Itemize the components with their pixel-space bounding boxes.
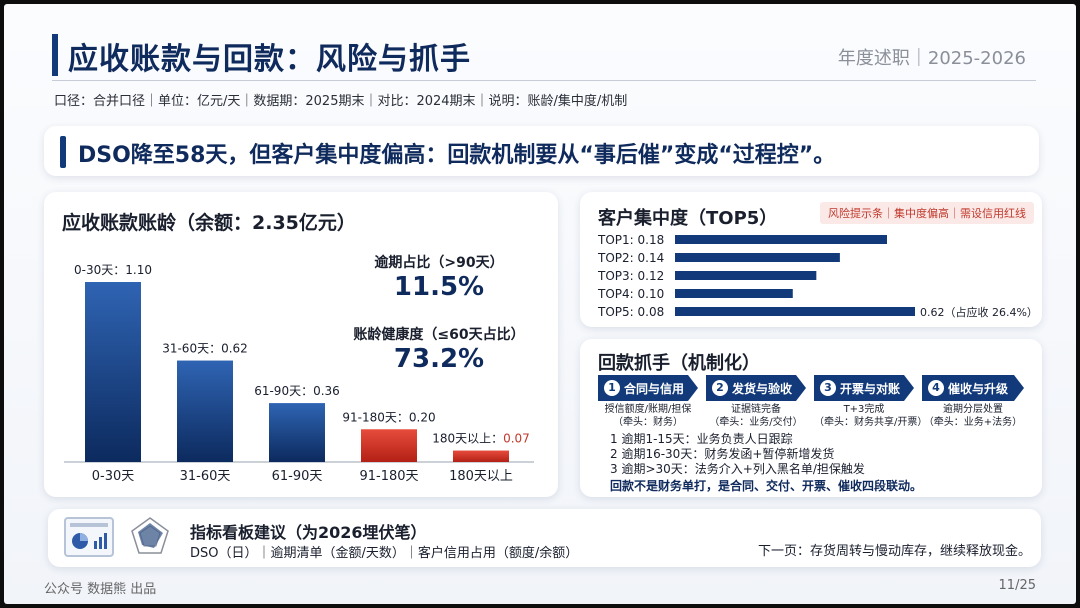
aging-bar	[85, 282, 141, 462]
step-detail: T+3完成 （牵头：财务共享/开票）	[814, 403, 928, 429]
bar-data-label: 31-60天：0.62	[162, 342, 248, 356]
step-owner: （牵头：业务/交付）	[709, 417, 803, 428]
category-tick-label: 61-90天	[272, 469, 323, 484]
radar-icon	[131, 517, 169, 554]
aging-bar	[177, 360, 233, 462]
step-detail-line: 授信额度/账期/担保	[604, 404, 692, 415]
category-tick-label: 91-180天	[359, 469, 418, 484]
concentration-bar-chart: TOP1: 0.18 TOP2: 0.14 TOP3: 0.12 TOP4: 0.10…	[597, 233, 1038, 319]
step-owner: （牵头：财务）	[613, 417, 683, 428]
kpi-overdue-label: 逾期占比（>90天）	[374, 255, 504, 271]
headline-text: DSO降至58天，但客户集中度偏高：回款机制要从“事后催”变成“过程控”。	[78, 143, 836, 168]
kpi-overdue-value: 11.5%	[393, 272, 485, 302]
dashboard-icon	[64, 517, 114, 557]
step-number: 4	[928, 380, 944, 396]
page-title: 应收账款与回款：风险与抓手	[68, 42, 471, 77]
category-tick-label: 180天以上	[449, 469, 513, 484]
total-note: 0.62（占应收 26.4%）	[920, 305, 1038, 319]
step-label: 发货与验收	[732, 382, 793, 396]
kpi-health-value: 73.2%	[393, 344, 485, 374]
headline-card: DSO降至58天，但客户集中度偏高：回款机制要从“事后催”变成“过程控”。	[44, 126, 1039, 176]
step-detail-line: 证据链完备	[731, 404, 781, 415]
top-tick-label: TOP4: 0.10	[597, 287, 664, 301]
escalation-rule: 3 逾期>30天：法务介入+列入黑名单/担保触发	[610, 462, 865, 476]
step-detail: 逾期分层处置 （牵头：业务+法务）	[922, 403, 1024, 429]
category-tick-label: 0-30天	[92, 469, 135, 484]
step-delivery: 2 发货与验收	[706, 375, 806, 401]
dashboard-items: DSO（日）｜逾期清单（金额/天数）｜客户信用占用（额度/余额）	[190, 546, 579, 561]
aging-card: 0-30天：1.10 0-30天 31-60天：0.62 31-60天 61-90天：0…	[44, 192, 558, 497]
footer-credit: 公众号 数据熊 出品	[44, 582, 157, 597]
next-page-note: 下一页：存货周转与慢动库存，继续释放现金。	[757, 544, 1031, 559]
step-detail-line: 逾期分层处置	[943, 404, 1003, 415]
slide: 应收账款与回款：风险与抓手 年度述职｜2025-2026 口径：合并口径｜单位：…	[4, 4, 1076, 604]
mechanism-card: 回款抓手（机制化） 1 合同与信用 2 发货与验收 3 开票与对账 4 催收与升…	[580, 339, 1042, 497]
report-tag: 年度述职｜2025-2026	[837, 48, 1026, 69]
step-number: 1	[604, 380, 620, 396]
step-label: 开票与对账	[840, 382, 901, 396]
title-accent-bar	[52, 34, 58, 76]
concentration-bar	[675, 289, 793, 298]
caliber-note: 口径：合并口径｜单位：亿元/天｜数据期：2025期末｜对比：2024期末｜说明：…	[54, 94, 628, 109]
bar-data-label: 180天以上：0.07	[432, 432, 530, 446]
aging-bar	[361, 429, 417, 462]
concentration-card: TOP1: 0.18 TOP2: 0.14 TOP3: 0.12 TOP4: 0.10…	[580, 192, 1042, 327]
aging-title: 应收账款账龄（余额：2.35亿元）	[62, 212, 356, 234]
step-detail-line: T+3完成	[843, 404, 885, 415]
aging-bar-chart: 0-30天：1.10 0-30天 31-60天：0.62 31-60天 61-90天：0…	[64, 263, 534, 484]
concentration-bar	[675, 235, 887, 244]
dashboard-card: 指标看板建议（为2026埋伏笔） DSO（日）｜逾期清单（金额/天数）｜客户信用…	[48, 509, 1041, 567]
step-owner: （牵头：业务+法务）	[923, 417, 1023, 428]
aging-bar	[269, 403, 325, 462]
top-tick-label: TOP5: 0.08	[597, 305, 664, 319]
concentration-bar	[675, 271, 817, 280]
step-number: 3	[820, 380, 836, 396]
title-divider	[52, 80, 1036, 81]
page-number: 11/25	[998, 578, 1036, 593]
risk-badge: 风险提示条｜集中度偏高｜需设信用红线	[820, 202, 1034, 224]
concentration-title: 客户集中度（TOP5）	[598, 208, 778, 229]
step-owner: （牵头：财务共享/开票）	[814, 417, 928, 428]
bar-data-label: 61-90天：0.36	[254, 384, 340, 398]
step-detail: 证据链完备 （牵头：业务/交付）	[706, 403, 806, 429]
mechanism-title: 回款抓手（机制化）	[598, 353, 760, 374]
step-label: 催收与升级	[948, 382, 1009, 396]
bar-data-label-value: 0.07	[503, 432, 530, 446]
mechanism-summary: 回款不是财务单打，是合同、交付、开票、催收四段联动。	[610, 479, 923, 493]
kpi-health-label: 账龄健康度（≤60天占比）	[353, 327, 525, 343]
step-invoice: 3 开票与对账	[814, 375, 914, 401]
category-tick-label: 31-60天	[180, 469, 231, 484]
dashboard-title: 指标看板建议（为2026埋伏笔）	[190, 523, 427, 542]
step-contract: 1 合同与信用	[598, 375, 698, 401]
step-collection: 4 催收与升级	[922, 375, 1024, 401]
headline-accent-bar	[60, 136, 66, 168]
concentration-bar	[675, 253, 840, 262]
concentration-bar	[675, 307, 915, 316]
aging-bar	[453, 450, 509, 462]
top-tick-label: TOP3: 0.12	[597, 269, 664, 283]
step-label: 合同与信用	[624, 382, 685, 396]
top-tick-label: TOP2: 0.14	[597, 251, 664, 265]
escalation-rule: 1 逾期1-15天：业务负责人日跟踪	[610, 432, 793, 446]
top-tick-label: TOP1: 0.18	[597, 233, 664, 247]
bar-data-label: 0-30天：1.10	[74, 263, 152, 277]
step-detail: 授信额度/账期/担保 （牵头：财务）	[598, 403, 698, 429]
bar-data-label: 91-180天：0.20	[342, 410, 435, 424]
step-number: 2	[712, 380, 728, 396]
escalation-rule: 2 逾期16-30天：财务发函+暂停新增发货	[610, 447, 835, 461]
